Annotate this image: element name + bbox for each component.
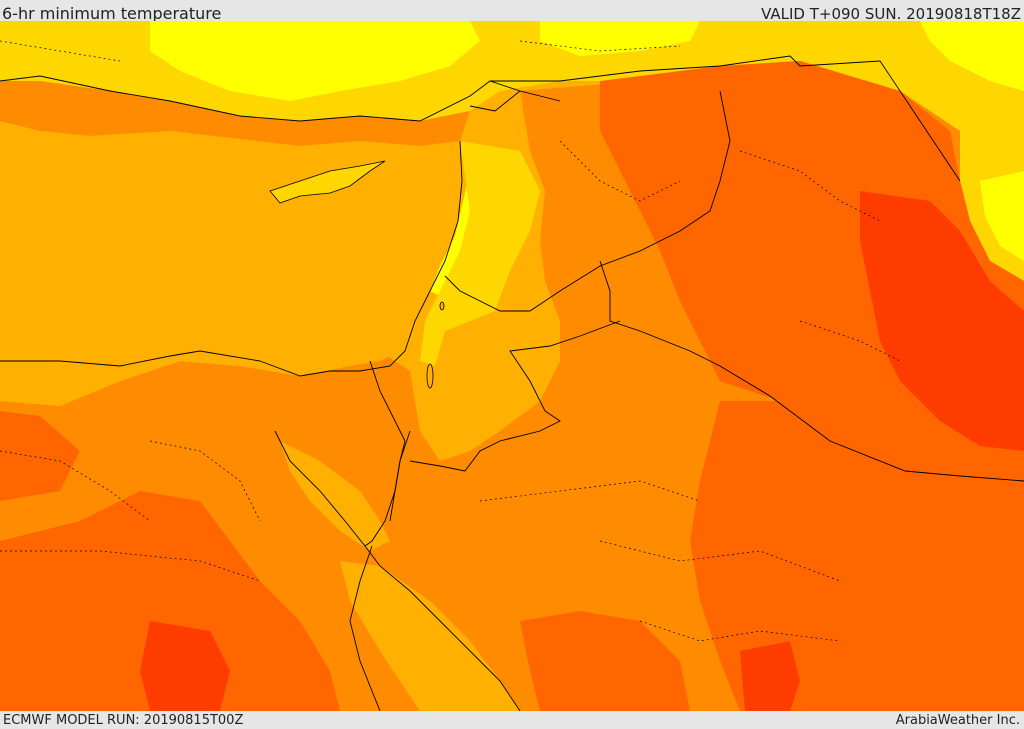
temperature-zone-egypt-south-redorange xyxy=(0,491,340,711)
province-borders xyxy=(0,40,901,642)
temperature-zone-zagros-yellow xyxy=(980,171,1024,261)
temperature-zone-saudi-redorange xyxy=(690,401,1024,711)
coastline-lines xyxy=(0,75,521,711)
temperature-zone-anatolia-orange xyxy=(0,81,470,146)
temperature-zone-sinai-orange xyxy=(280,441,390,551)
temperature-map xyxy=(0,21,1024,711)
cyprus-island xyxy=(269,160,386,204)
map-title: 6-hr minimum temperature xyxy=(2,4,222,23)
temperature-zone-levant-light xyxy=(420,141,540,366)
sea-of-galilee xyxy=(439,301,445,311)
temperature-zone-north-yellow-2 xyxy=(540,21,700,56)
temperature-zone-saudi-west-redorange xyxy=(520,611,690,711)
model-run-label: ECMWF MODEL RUN: 20190815T00Z xyxy=(3,713,244,728)
temperature-zone-egypt-red xyxy=(140,621,230,711)
mediterranean-sea xyxy=(0,131,460,406)
temperature-zone-saudi-red xyxy=(740,641,800,711)
dead-sea xyxy=(426,363,434,389)
temperature-zone-north-yellow xyxy=(150,21,480,101)
temperature-zone-iraq-red xyxy=(860,191,1024,451)
temperature-zone-redsea-orange xyxy=(340,561,520,711)
valid-time-label: VALID T+090 SUN. 20190818T18Z xyxy=(761,5,1021,23)
country-borders xyxy=(369,55,1024,522)
temperature-zone-egypt-redorange xyxy=(0,411,80,501)
temperature-zone-northeast-yellow xyxy=(920,21,1024,91)
credit-label: ArabiaWeather Inc. xyxy=(895,713,1020,728)
